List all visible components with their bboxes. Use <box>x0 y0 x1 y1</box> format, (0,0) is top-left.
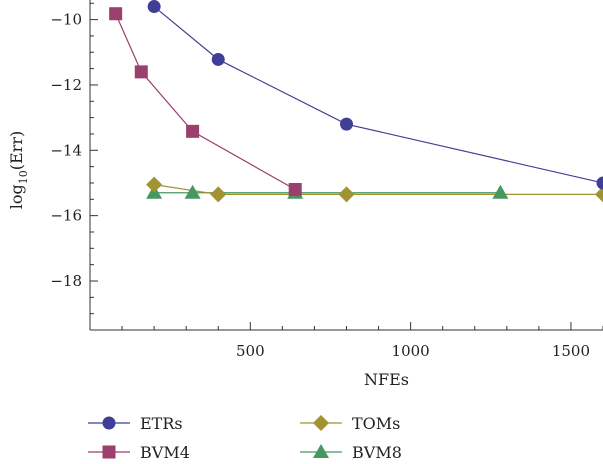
legend-label: TOMs <box>352 414 400 433</box>
data-point-bvm8 <box>184 184 201 199</box>
x-tick-label: 1000 <box>392 342 430 360</box>
x-axis-title: NFEs <box>364 370 409 389</box>
data-point-etrs <box>211 52 225 66</box>
data-point-bvm4 <box>134 65 148 79</box>
data-point-toms <box>338 186 355 203</box>
y-tick-label: −12 <box>50 76 82 94</box>
legend-item-bvm8: BVM8 <box>300 443 402 462</box>
data-point-etrs <box>596 176 603 190</box>
data-point-bvm4 <box>109 7 123 21</box>
data-point-bvm4 <box>288 183 302 197</box>
series-line-toms <box>154 184 603 196</box>
series-line-etrs <box>153 6 603 184</box>
data-point-toms <box>210 186 227 203</box>
data-point-etrs <box>147 0 161 14</box>
y-tick-label: −10 <box>50 11 82 29</box>
legend: ETRs BVM4 TOMs BVM8 <box>88 414 402 462</box>
x-tick-label: 500 <box>236 342 265 360</box>
series-line-bvm4 <box>115 13 296 191</box>
data-point-bvm4 <box>186 124 200 138</box>
legend-label: BVM8 <box>352 443 402 462</box>
legend-marker <box>102 445 116 459</box>
legend-marker <box>313 415 329 431</box>
legend-label: ETRs <box>140 414 183 433</box>
series-layer <box>109 0 603 203</box>
x-tick-label: 1500 <box>552 342 590 360</box>
legend-marker <box>313 444 329 458</box>
axes: −10 −12 −14 −16 −18 500 1000 1500 NFEs log10(Err) <box>7 0 603 389</box>
legend-item-bvm4: BVM4 <box>88 443 190 462</box>
legend-item-etrs: ETRs <box>88 414 183 433</box>
legend-item-toms: TOMs <box>300 414 400 433</box>
y-tick-label: −16 <box>50 207 82 225</box>
legend-marker <box>102 416 116 430</box>
y-tick-label: −14 <box>50 141 82 159</box>
data-point-toms <box>146 176 163 193</box>
data-point-etrs <box>340 117 353 131</box>
y-tick-label: −18 <box>50 272 82 290</box>
legend-label: BVM4 <box>140 443 190 462</box>
y-axis-title: log10(Err) <box>7 131 30 209</box>
data-point-bvm8 <box>492 184 509 199</box>
data-point-toms <box>595 186 603 203</box>
